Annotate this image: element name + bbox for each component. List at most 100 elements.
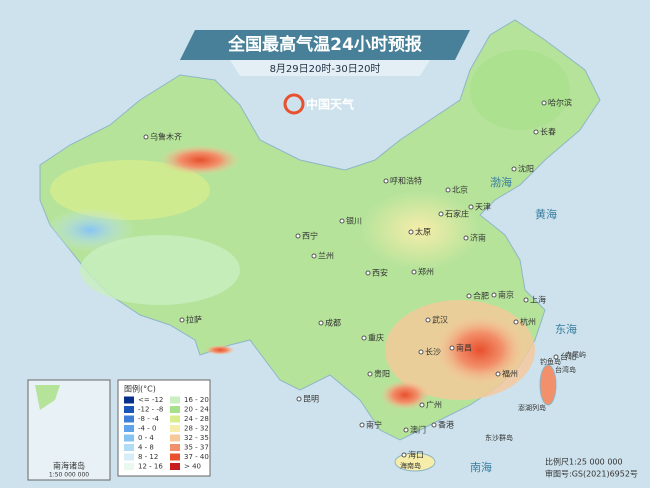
legend: 图例(°C) <= -12 -12 - -8-8 - -4 -4 - 00 - 4 4… (117, 379, 211, 477)
city-label: 武汉 (432, 315, 448, 325)
title-banner: 全国最高气温24小时预报 8月29日20时-30日20时 中国天气 (180, 30, 470, 115)
city-marker (359, 422, 365, 428)
city-label: 沈阳 (518, 164, 534, 174)
city-label: 杭州 (520, 317, 536, 327)
city-label: 长沙 (425, 347, 441, 357)
city-label: 郑州 (418, 267, 434, 277)
city-marker (523, 297, 529, 303)
city-label: 重庆 (368, 333, 384, 343)
legend-label: 37 - 40 (184, 453, 209, 461)
city-label: 济南 (470, 233, 486, 243)
city-marker (468, 204, 474, 210)
legend-label: 16 - 20 (184, 396, 209, 404)
legend-swatch (124, 444, 134, 451)
city-marker (408, 229, 414, 235)
legend-swatch (170, 434, 180, 442)
approval: 审图号:GS(2021)6952号 (545, 469, 638, 479)
legend-swatch (170, 463, 180, 470)
title: 全国最高气温24小时预报 (227, 34, 422, 55)
sea-label: 渤海 (490, 175, 512, 189)
city-marker (361, 335, 367, 341)
legend-label: 0 - 4 (138, 434, 154, 442)
scale: 比例尺1:25 000 000 (545, 457, 623, 467)
city-marker (533, 129, 539, 135)
legend-label: -4 - 0 (138, 425, 156, 433)
city-marker (445, 187, 451, 193)
city-label: 银川 (346, 216, 362, 226)
city-marker (511, 166, 517, 172)
city-label: 兰州 (318, 251, 334, 261)
city-label: 福州 (502, 370, 518, 379)
legend-swatch (170, 444, 180, 451)
legend-swatch (170, 453, 180, 461)
city-marker (466, 293, 472, 299)
city-marker (418, 349, 424, 355)
inset-scale: 1:50 000 000 (49, 472, 89, 479)
city-label: 昆明 (303, 395, 319, 404)
city-marker (513, 319, 519, 325)
city-marker (411, 269, 417, 275)
taiwan-island (539, 364, 557, 406)
island-label: 赤尾屿 (565, 350, 586, 359)
city-label: 天津 (475, 202, 491, 212)
legend-swatch (124, 425, 134, 432)
legend-label: 4 - 8 (138, 444, 154, 452)
city-label: 贵阳 (374, 369, 390, 379)
city-label: 呼和浩特 (390, 176, 422, 186)
city-label: 哈尔滨 (548, 98, 572, 108)
island-label: 海南岛 (400, 461, 421, 470)
island-label: 东沙群岛 (485, 433, 513, 442)
city-marker (179, 317, 185, 323)
city-marker (339, 218, 345, 224)
city-marker (311, 253, 317, 259)
sea-label: 黄海 (535, 207, 557, 221)
legend-label: 35 - 37 (184, 444, 209, 452)
legend-swatch (124, 406, 134, 413)
city-label: 太原 (415, 227, 431, 237)
legend-swatch (124, 434, 134, 442)
legend-label: 24 - 28 (184, 415, 209, 423)
city-marker (419, 402, 425, 408)
city-marker (403, 427, 409, 433)
island-label: 澎湖列岛 (518, 403, 546, 412)
city-marker (495, 371, 501, 377)
legend-label: > 40 (184, 463, 201, 471)
city-marker (431, 422, 437, 428)
island-label: 钓鱼岛 (540, 357, 561, 366)
legend-label: 28 - 32 (184, 425, 209, 433)
city-label: 广州 (426, 400, 442, 410)
city-marker (383, 178, 389, 184)
city-marker (318, 320, 324, 326)
island-label: 台湾岛 (555, 365, 576, 374)
city-marker (143, 134, 149, 140)
city-marker (296, 396, 302, 402)
legend-label: 8 - 12 (138, 453, 158, 461)
legend-swatch (124, 463, 134, 470)
city-label: 长春 (540, 127, 556, 137)
city-marker (449, 345, 455, 351)
city-label: 海口 (408, 450, 424, 460)
city-label: 拉萨 (186, 315, 202, 325)
legend-label: 20 - 24 (184, 406, 209, 414)
city-marker (425, 317, 431, 323)
city-marker (491, 292, 497, 298)
city-marker (438, 211, 444, 217)
sea-label: 南海 (470, 460, 492, 474)
city-marker (365, 270, 371, 276)
legend-label: 32 - 35 (184, 434, 209, 442)
legend-swatch (170, 406, 180, 413)
hainan-island (394, 452, 436, 472)
legend-title: 图例(°C) (124, 384, 156, 394)
city-label: 台北 (560, 352, 576, 362)
city-label: 上海 (530, 295, 546, 305)
city-label: 香港 (438, 420, 454, 430)
legend-swatch (170, 396, 180, 404)
sea-label: 东海 (555, 322, 577, 336)
legend-swatch (124, 396, 134, 404)
city-label: 石家庄 (445, 209, 469, 219)
city-marker (401, 452, 407, 458)
city-label: 南京 (498, 290, 514, 300)
subtitle: 8月29日20时-30日20时 (270, 63, 381, 75)
